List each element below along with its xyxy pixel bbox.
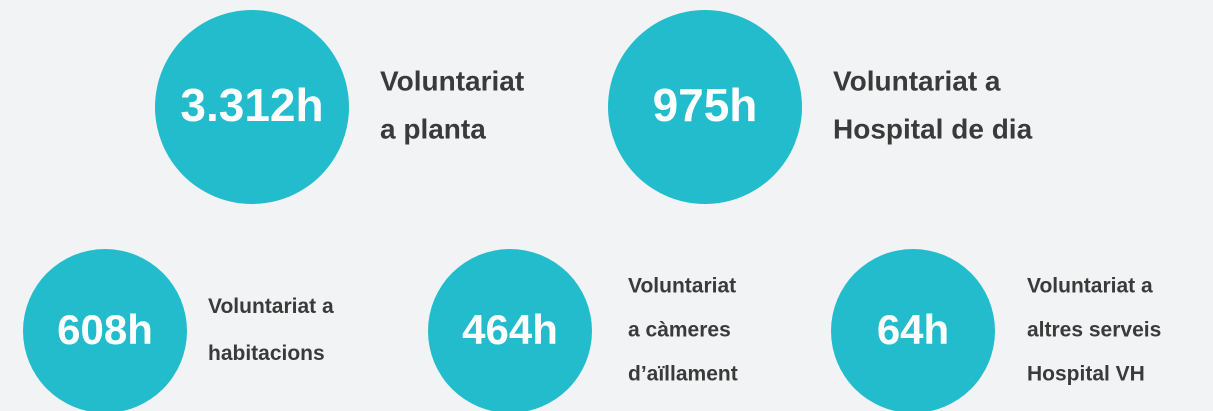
stat-value: 464h (462, 306, 558, 353)
stat-label: Voluntariat (628, 275, 736, 298)
stat-value: 64h (877, 306, 949, 353)
stat-label: Hospital VH (1027, 363, 1145, 386)
stat-circle (831, 249, 995, 411)
stat-label: altres serveis (1027, 319, 1161, 342)
stat-circle (428, 249, 592, 411)
stat-circle (608, 10, 802, 204)
stat-label: Voluntariat a (1027, 275, 1153, 298)
stat-circle (155, 10, 349, 204)
stat-label: Voluntariat a (208, 295, 334, 318)
stat-value: 3.312h (180, 79, 323, 131)
stat-circle (23, 249, 187, 411)
stat-label: habitacions (208, 342, 325, 365)
stat-value: 608h (57, 306, 153, 353)
stat-label: a planta (380, 113, 486, 144)
stat-label: a càmeres (628, 319, 731, 342)
stat-label: Voluntariat (380, 65, 524, 96)
stat-value: 975h (653, 79, 758, 131)
stat-label: d’aïllament (628, 363, 738, 386)
stat-label: Voluntariat a (833, 65, 1001, 96)
stat-label: Hospital de dia (833, 113, 1033, 144)
